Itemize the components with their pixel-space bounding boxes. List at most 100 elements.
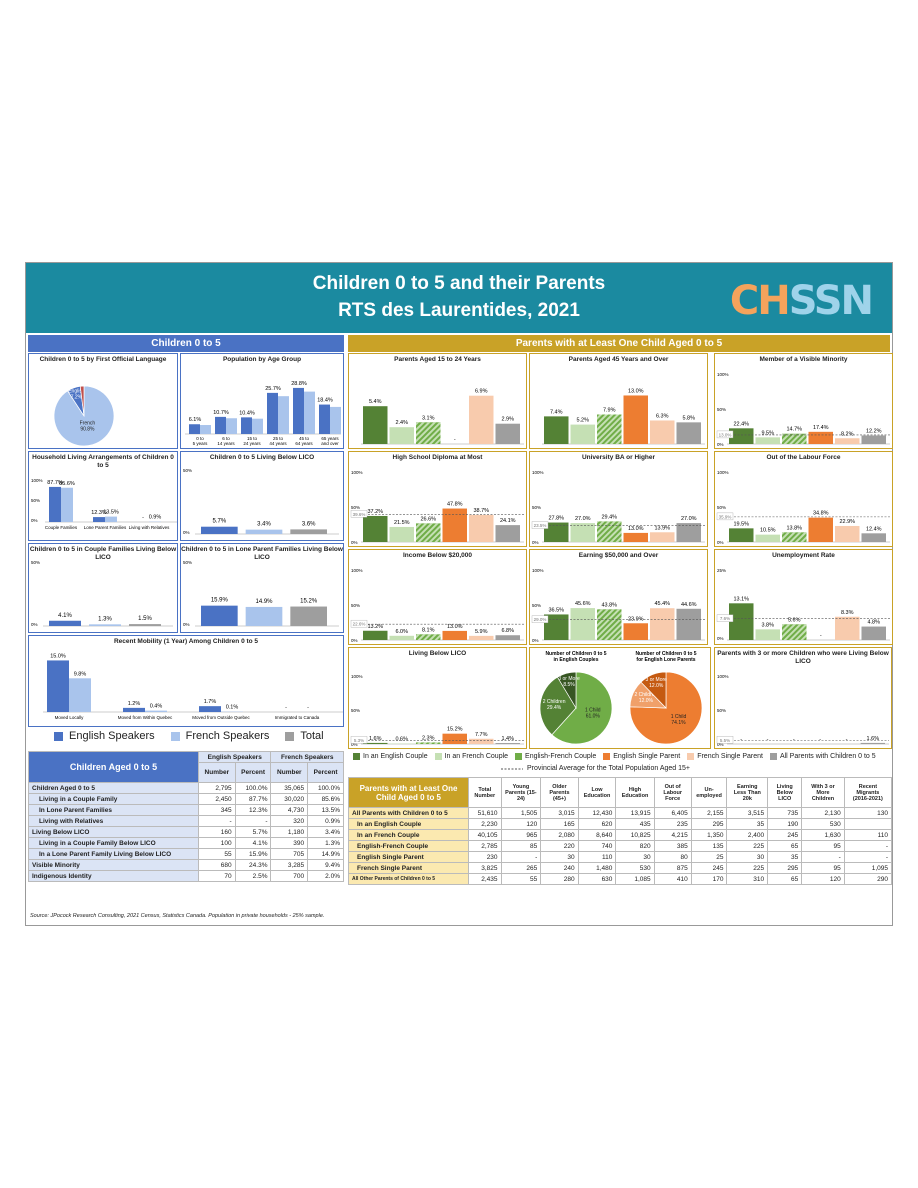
parent-chart-bar	[729, 528, 754, 542]
mob-bar	[69, 678, 91, 712]
table-left-cell: 85.6%	[307, 793, 344, 805]
table-left-rowlabel: In a Lone Parent Family Living Below LIC…	[28, 848, 199, 860]
pie2-slice	[640, 671, 667, 709]
table-right-cell: 1,350	[690, 829, 728, 841]
table-left-cell: 345	[198, 804, 236, 816]
table-right-cell: -	[843, 851, 893, 863]
parent-chart-title: University BA or Higher	[581, 454, 656, 461]
table-row: In an French Couple 40,105 965 2,080 8,640 10…	[348, 829, 893, 841]
table-left-col: Percent	[307, 762, 344, 783]
source-note: Source: JPocock Research Consulting, 202…	[30, 913, 325, 919]
parent-chart-bar-hatch	[782, 532, 807, 542]
mobility-title: Recent Mobility (1 Year) Among Children …	[113, 638, 259, 645]
parent-chart-bar	[861, 533, 886, 542]
parent-chart-avg-box	[716, 512, 734, 521]
lang-pie-title: Children 0 to 5 by First Official Langua…	[39, 356, 167, 363]
hla-tick: Living with Relatives	[129, 525, 171, 530]
table-right-col: High Education	[615, 777, 655, 808]
table-left-cell: 70	[198, 870, 236, 882]
table-right-cell: 235	[653, 818, 692, 830]
lp-lico-ytick: 50%	[183, 560, 192, 565]
page-title: Children 0 to 5 and their Parents	[312, 273, 606, 294]
lico-ytick: 0%	[183, 530, 190, 535]
hla-ytick: 50%	[31, 498, 40, 503]
children-pies-panel: Number of Children 0 to 5 in English Coup…	[529, 647, 711, 749]
avg-legend-label: Provincial Average for the Total Populat…	[527, 765, 690, 772]
parent-chart-bar	[469, 514, 494, 542]
table-left-rowlabel: Living in a Couple Family Below LICO	[28, 837, 199, 849]
age-value: 25.7%	[265, 386, 281, 392]
table-row: All Parents with Children 0 to 5 51,610 1,…	[348, 807, 893, 819]
parent-chart-value: 7.4%	[550, 409, 563, 415]
hla-value: -	[142, 515, 144, 521]
mob-value: 15.0%	[50, 653, 66, 659]
legend-swatch	[687, 753, 695, 760]
left-legend: English Speakers French Speakers Total	[54, 730, 324, 742]
table-right-cell: 2,435	[468, 873, 502, 885]
age-bar-fr	[304, 391, 315, 434]
table-right-cell: 245	[767, 829, 803, 841]
parent-chart-value: 13.1%	[733, 596, 749, 602]
parent-chart-bar	[363, 515, 388, 542]
section-right-title: Parents with at Least One Child Aged 0 t…	[348, 335, 890, 352]
parent-chart-ytick: 0%	[532, 540, 539, 545]
parent-chart-bar	[442, 733, 467, 744]
parent-chart-ytick: 100%	[532, 568, 544, 573]
parent-chart-value: 13.0%	[628, 388, 644, 394]
parent-chart-value: 17.4%	[813, 425, 829, 431]
parent-chart-value: 47.8%	[447, 502, 463, 508]
table-left-cell: 3,285	[270, 859, 309, 871]
parent-chart-bar	[861, 626, 886, 640]
parent-chart-value: 27.8%	[548, 516, 564, 522]
parent-chart-value: 13.0%	[447, 624, 463, 630]
table-right-cell: 95	[801, 840, 845, 852]
parent-chart: 100% 50% 0% 13.2% 6.0% 8.1% 13.0% 5.9% 6.8% 22.6%	[350, 568, 524, 643]
parent-chart-avg-label: 5.5%	[720, 738, 730, 743]
table-right-cell: 410	[653, 873, 692, 885]
parent-chart: 100% 50% 0% 36.5% 45.6% 43.8% 23.9% 45.4% 44.6% 2…	[531, 568, 705, 643]
table-right-cell: 740	[577, 840, 617, 852]
hla-value: 12.3%	[91, 510, 107, 516]
legend-label: English-French Couple	[525, 753, 597, 760]
parent-chart-avg-box	[716, 430, 734, 439]
table-left-cell: 55	[198, 848, 236, 860]
mob-bar	[123, 707, 145, 712]
parent-chart-avg-label: 39.6%	[353, 512, 366, 517]
parent-chart-avg-box	[531, 615, 549, 623]
table-left-cell: 87.7%	[234, 793, 272, 805]
legend-swatch	[769, 753, 777, 760]
parent-chart-bar	[755, 629, 780, 640]
table-left-group: French Speakers	[270, 751, 344, 763]
table-left-group: English Speakers	[197, 751, 272, 763]
parent-chart-bar	[389, 427, 414, 444]
table-right-col: Un-employed	[690, 777, 728, 808]
parent-chart-title: Unemployment Rate	[772, 552, 835, 559]
parent-chart-value: 9.5%	[761, 430, 774, 436]
legend-label: French Single Parent	[697, 753, 763, 760]
table-right-cell: -	[843, 840, 893, 852]
mob-bar	[199, 706, 221, 712]
mob-tick: Moved from Outside Quebec	[192, 715, 250, 720]
legend-english-swatch	[54, 731, 63, 741]
pie2-slice	[557, 671, 577, 710]
mob-value: 0.1%	[226, 705, 239, 711]
table-right-cell: 170	[690, 873, 728, 885]
table-right-cell: 295	[767, 862, 803, 874]
age-bar-fr	[330, 406, 341, 434]
parent-chart-avg-label: 13.0%	[719, 432, 732, 437]
table-left-cell: 35,065	[270, 782, 309, 794]
table-right-rowlabel: English-French Couple	[348, 840, 469, 852]
parent-chart-bar-hatch	[597, 609, 622, 640]
table-right-cell: 220	[540, 840, 579, 852]
parent-chart-title: Out of the Labour Force	[766, 454, 841, 461]
age-panel: Population by Age Group 6.1% 0 to 5 years 1…	[180, 353, 344, 449]
parent-chart-bar	[495, 635, 520, 640]
table-right-cell	[843, 818, 893, 830]
legend-swatch	[353, 753, 360, 760]
parent-chart-bar	[363, 406, 388, 444]
hla-bar	[61, 487, 73, 522]
table-right-col: Earning Less Than 20k	[726, 777, 769, 808]
table-left-cell: 390	[270, 837, 309, 849]
table-right-cell: 190	[767, 818, 803, 830]
table-right-cell: 55	[500, 873, 542, 885]
